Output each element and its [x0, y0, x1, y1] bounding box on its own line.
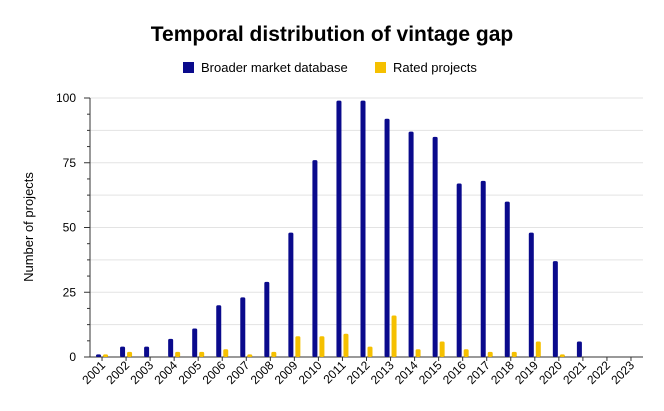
bar-broader-market-2012 [360, 100, 366, 357]
bar-rated-projects-2014 [415, 349, 421, 357]
bar-broader-market-2020 [552, 261, 558, 357]
x-tick-label: 2001 [79, 358, 108, 387]
x-tick-label: 2017 [464, 358, 493, 387]
bar-rated-projects-2015 [439, 341, 445, 357]
bar-rated-projects-2020 [559, 354, 565, 357]
bar-broader-market-2001 [96, 354, 102, 357]
bar-broader-market-2002 [120, 346, 126, 357]
legend-swatch-broader-market [183, 62, 194, 73]
y-tick-label: 100 [56, 91, 76, 105]
y-axis: 0 25 50 75 100 [56, 91, 91, 364]
x-tick-label: 2019 [512, 358, 541, 387]
bar-rated-projects-2018 [511, 351, 517, 357]
bar-rated-projects-2002 [127, 351, 133, 357]
y-tick-label: 50 [63, 221, 77, 235]
x-tick-label: 2018 [488, 358, 517, 387]
bar-rated-projects-2008 [271, 351, 277, 357]
bar-rated-projects-2012 [367, 346, 373, 357]
bar-broader-market-2019 [528, 232, 534, 357]
bar-broader-market-2005 [192, 328, 198, 357]
y-axis-label: Number of projects [21, 172, 36, 282]
bar-rated-projects-2001 [103, 354, 109, 357]
bar-rated-projects-2011 [343, 333, 349, 357]
x-tick-label: 2005 [176, 358, 205, 387]
legend-label-rated-projects: Rated projects [393, 60, 477, 75]
bar-rated-projects-2009 [295, 336, 301, 357]
bar-rated-projects-2019 [535, 341, 541, 357]
x-tick-label: 2009 [272, 358, 301, 387]
x-tick-label: 2020 [536, 358, 565, 387]
bar-broader-market-2013 [384, 118, 390, 357]
x-tick-label: 2016 [440, 358, 469, 387]
bar-broader-market-2006 [216, 305, 222, 357]
x-tick-label: 2003 [127, 358, 156, 387]
x-tick-label: 2023 [608, 358, 637, 387]
bar-rated-projects-2016 [463, 349, 469, 357]
bar-rated-projects-2006 [223, 349, 229, 357]
y-tick-label: 25 [63, 285, 77, 299]
legend-label-broader-market: Broader market database [201, 60, 348, 75]
bar-broader-market-2018 [504, 201, 510, 357]
y-tick-label: 0 [69, 350, 76, 364]
bar-broader-market-2004 [168, 338, 174, 357]
bar-rated-projects-2017 [487, 351, 493, 357]
legend: Broader market database Rated projects [183, 60, 477, 75]
x-tick-label: 2015 [416, 358, 445, 387]
x-tick-label: 2008 [248, 358, 277, 387]
bar-broader-market-2021 [576, 341, 582, 357]
x-tick-label: 2010 [296, 358, 325, 387]
x-tick-label: 2004 [151, 358, 180, 387]
x-tick-label: 2012 [344, 358, 373, 387]
bar-broader-market-2014 [408, 131, 414, 357]
legend-swatch-rated-projects [375, 62, 386, 73]
bar-rated-projects-2004 [175, 351, 181, 357]
x-axis: 2001200220032004200520062007200820092010… [79, 357, 637, 387]
x-tick-label: 2007 [224, 358, 253, 387]
bar-rated-projects-2010 [319, 336, 325, 357]
bar-broader-market-2010 [312, 160, 318, 357]
chart-title: Temporal distribution of vintage gap [151, 23, 513, 46]
bar-rated-projects-2005 [199, 351, 205, 357]
y-tick-label: 75 [63, 156, 77, 170]
bar-broader-market-2009 [288, 232, 294, 357]
bar-broader-market-2016 [456, 183, 462, 357]
x-tick-label: 2013 [368, 358, 397, 387]
x-tick-label: 2011 [320, 358, 348, 386]
x-tick-label: 2021 [560, 358, 589, 387]
bars [96, 100, 582, 357]
bar-broader-market-2017 [480, 180, 486, 357]
bar-rated-projects-2007 [247, 354, 253, 357]
bar-rated-projects-2013 [391, 315, 397, 357]
x-tick-label: 2002 [103, 358, 132, 387]
bar-broader-market-2015 [432, 136, 438, 357]
bar-broader-market-2003 [144, 346, 150, 357]
bar-broader-market-2008 [264, 281, 270, 357]
bar-broader-market-2007 [240, 297, 246, 357]
bar-broader-market-2011 [336, 100, 342, 357]
x-tick-label: 2022 [584, 358, 613, 387]
x-tick-label: 2006 [200, 358, 229, 387]
grid-lines [90, 97, 643, 358]
x-tick-label: 2014 [392, 358, 421, 387]
